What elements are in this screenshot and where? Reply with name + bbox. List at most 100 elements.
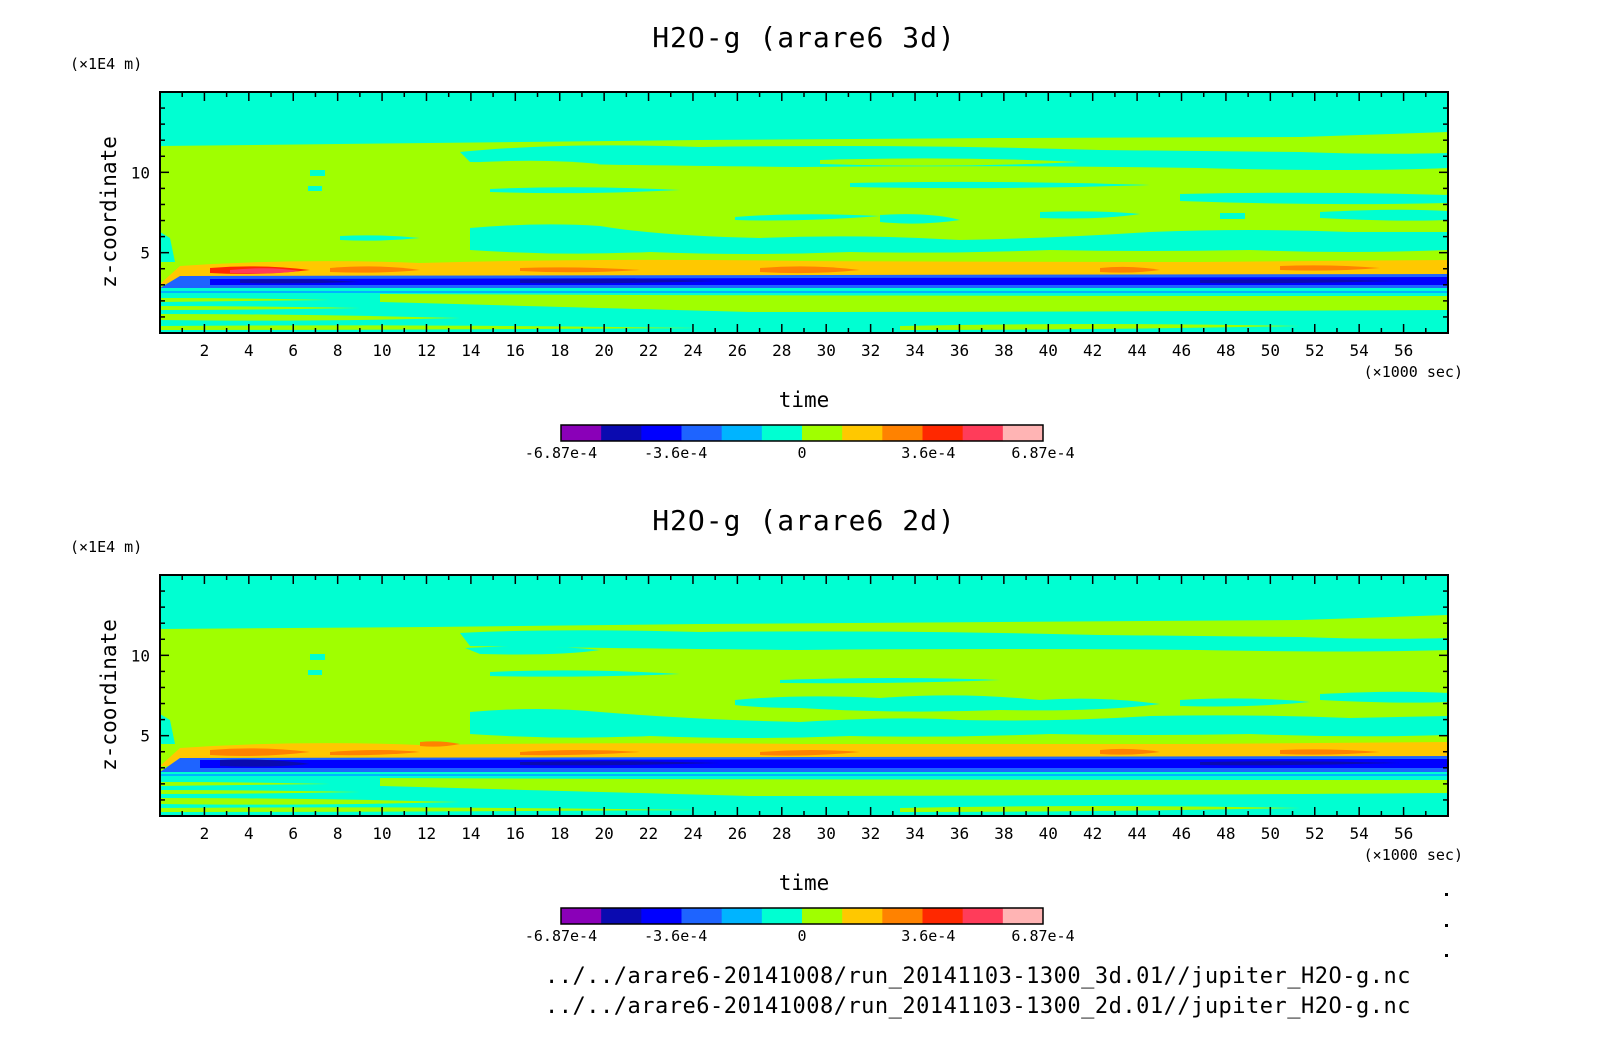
x-tick-label: 48 xyxy=(1216,824,1235,843)
panel-title: H2O-g (arare6 3d) xyxy=(652,21,956,54)
x-tick-label: 12 xyxy=(417,824,436,843)
colorbar-swatch xyxy=(1002,425,1044,441)
x-tick-label: 4 xyxy=(244,824,254,843)
marker-dot xyxy=(1445,954,1448,957)
x-tick-label: 30 xyxy=(817,824,836,843)
colorbar-swatch xyxy=(721,425,763,441)
x-tick-label: 38 xyxy=(994,341,1013,360)
x-tick-label: 46 xyxy=(1172,824,1191,843)
x-tick-label: 30 xyxy=(817,341,836,360)
colorbar-swatch xyxy=(1002,908,1044,924)
x-tick-label: 50 xyxy=(1261,824,1280,843)
colorbar-swatch xyxy=(681,425,723,441)
colorbar-swatch xyxy=(962,908,1004,924)
colorbar-label: 3.6e-4 xyxy=(901,927,955,945)
colorbar-swatch xyxy=(601,908,642,924)
x-tick-label: 34 xyxy=(905,824,924,843)
colorbar-label: -6.87e-4 xyxy=(525,444,597,462)
source-file-2d: ../../arare6-20141008/run_20141103-1300_… xyxy=(545,994,1411,1019)
x-tick-label: 28 xyxy=(772,824,791,843)
colorbar-swatch xyxy=(962,425,1004,441)
panel-2d: H2O-g (arare6 2d) (×1E4 m) xyxy=(70,504,1463,945)
x-tick-label: 2 xyxy=(200,341,210,360)
colorbar: -6.87e-4 -3.6e-4 0 3.6e-4 6.87e-4 xyxy=(525,907,1075,945)
x-tick-label: 44 xyxy=(1127,341,1146,360)
colorbar: -6.87e-4 -3.6e-4 0 3.6e-4 6.87e-4 xyxy=(525,424,1075,462)
colorbar-swatch xyxy=(641,425,682,441)
axis-ticks: 2 4 6 8 10 12 14 16 18 20 22 24 26 28 30 32 34 36 38 40 42 44… xyxy=(131,575,1448,843)
x-tick-label: 18 xyxy=(550,341,569,360)
x-tick-label: 4 xyxy=(244,341,254,360)
colorbar-swatch xyxy=(601,425,642,441)
x-tick-label: 44 xyxy=(1127,824,1146,843)
colorbar-label: -3.6e-4 xyxy=(644,927,707,945)
x-tick-label: 22 xyxy=(639,341,658,360)
marker-dot xyxy=(1445,893,1448,896)
x-tick-label: 8 xyxy=(333,824,343,843)
colorbar-swatch xyxy=(842,425,883,441)
y-axis-label: z-coordinate xyxy=(97,619,121,771)
colorbar-swatch xyxy=(882,908,923,924)
colorbar-swatch xyxy=(761,425,803,441)
x-tick-label: 20 xyxy=(595,341,614,360)
x-tick-label: 32 xyxy=(861,341,880,360)
x-tick-label: 26 xyxy=(728,824,747,843)
y-tick-label: 5 xyxy=(140,727,150,746)
x-tick-label: 22 xyxy=(639,824,658,843)
x-tick-label: 34 xyxy=(905,341,924,360)
x-axis-label: time xyxy=(779,388,830,412)
x-tick-label: 24 xyxy=(683,824,702,843)
x-tick-label: 48 xyxy=(1216,341,1235,360)
x-tick-label: 12 xyxy=(417,341,436,360)
x-tick-label: 36 xyxy=(950,341,969,360)
colorbar-swatch xyxy=(721,908,763,924)
x-tick-label: 32 xyxy=(861,824,880,843)
x-tick-label: 54 xyxy=(1350,824,1369,843)
colorbar-label: 6.87e-4 xyxy=(1011,444,1074,462)
y-unit-label: (×1E4 m) xyxy=(70,55,142,73)
x-tick-label: 14 xyxy=(461,824,480,843)
x-tick-label: 38 xyxy=(994,824,1013,843)
colorbar-frame xyxy=(560,907,1044,925)
x-tick-label: 18 xyxy=(550,824,569,843)
x-tick-label: 52 xyxy=(1305,341,1324,360)
x-unit-label: (×1000 sec) xyxy=(1364,363,1463,381)
y-tick-label: 10 xyxy=(131,646,150,665)
colorbar-swatch xyxy=(561,425,602,441)
colorbar-swatch xyxy=(681,908,723,924)
contour-field xyxy=(160,92,1448,333)
x-tick-label: 24 xyxy=(683,341,702,360)
panel-3d: H2O-g (arare6 3d) (×1E4 m) xyxy=(70,21,1463,462)
colorbar-swatch xyxy=(922,908,964,924)
x-tick-label: 6 xyxy=(288,824,298,843)
x-tick-label: 16 xyxy=(506,341,525,360)
x-tick-label: 42 xyxy=(1083,341,1102,360)
source-file-3d: ../../arare6-20141008/run_20141103-1300_… xyxy=(545,964,1411,989)
x-tick-label: 40 xyxy=(1039,341,1058,360)
x-tick-label: 10 xyxy=(372,824,391,843)
colorbar-swatch xyxy=(641,908,682,924)
x-tick-label: 14 xyxy=(461,341,480,360)
x-tick-label: 16 xyxy=(506,824,525,843)
y-unit-label: (×1E4 m) xyxy=(70,538,142,556)
colorbar-label: -3.6e-4 xyxy=(644,444,707,462)
marker-dot xyxy=(1445,924,1448,927)
x-tick-label: 28 xyxy=(772,341,791,360)
x-tick-label: 56 xyxy=(1394,824,1413,843)
x-tick-label: 54 xyxy=(1350,341,1369,360)
x-tick-label: 40 xyxy=(1039,824,1058,843)
colorbar-label: 0 xyxy=(797,444,806,462)
colorbar-label: 3.6e-4 xyxy=(901,444,955,462)
x-tick-label: 2 xyxy=(200,824,210,843)
x-tick-label: 26 xyxy=(728,341,747,360)
x-tick-label: 36 xyxy=(950,824,969,843)
colorbar-frame xyxy=(560,424,1044,442)
x-tick-label: 46 xyxy=(1172,341,1191,360)
y-tick-label: 10 xyxy=(131,163,150,182)
panel-title: H2O-g (arare6 2d) xyxy=(652,504,956,537)
colorbar-swatch xyxy=(561,908,602,924)
colorbar-label: 0 xyxy=(797,927,806,945)
x-unit-label: (×1000 sec) xyxy=(1364,846,1463,864)
x-tick-label: 42 xyxy=(1083,824,1102,843)
